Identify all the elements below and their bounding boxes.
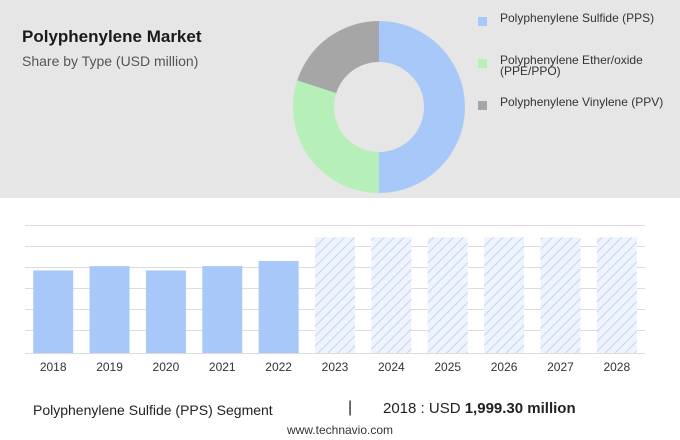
forecast-bar-2024 (371, 237, 412, 353)
x-tick-label: 2026 (491, 360, 518, 374)
forecast-bar-2023 (315, 237, 355, 353)
x-tick-label: 2022 (265, 360, 292, 374)
bar-chart: 2018 2019 2020 2021 2022 2023 2024 2025 2026 2027… (25, 225, 645, 374)
x-tick-label: 2019 (96, 360, 123, 374)
donut-legend: Polyphenylene Sulfide (PPS) Polyphenylene… (478, 11, 678, 139)
legend-label: Polyphenylene Ether/oxide (PPE/PPO) (500, 53, 643, 78)
chart-title: Polyphenylene Market (22, 27, 202, 46)
chart-subtitle: Share by Type (USD million) (22, 53, 199, 69)
forecast-bar-2027 (540, 237, 581, 353)
source-website: www.technavio.com (286, 423, 394, 437)
bar-2018 (33, 270, 74, 353)
x-tick-label: 2027 (547, 360, 574, 374)
footer-separator: | (348, 399, 353, 416)
legend-label: Polyphenylene Vinylene (PPV) (500, 95, 664, 109)
forecast-bar-2025 (427, 237, 468, 353)
segment-value-amount: 1,999.30 million (464, 400, 576, 417)
x-tick-label: 2021 (209, 360, 236, 374)
legend-item: Polyphenylene Ether/oxide (PPE/PPO) (478, 53, 678, 97)
donut-slice-2 (293, 80, 379, 193)
donut-chart (293, 21, 465, 193)
x-tick-label: 2020 (153, 360, 180, 374)
segment-year-label: 2018 : USD (383, 400, 461, 417)
donut-slice-1 (379, 21, 465, 193)
x-tick-label: 2024 (378, 360, 405, 374)
legend-swatch (478, 101, 487, 110)
bar-2022 (258, 260, 299, 353)
x-tick-label: 2023 (322, 360, 349, 374)
segment-value: 2018 : USD 1,999.30 million (383, 400, 576, 417)
forecast-bar-2026 (484, 237, 525, 353)
bar-2021 (202, 266, 243, 353)
forecast-bar-2028 (596, 237, 637, 353)
bar-2019 (89, 266, 130, 353)
legend-item: Polyphenylene Vinylene (PPV) (478, 95, 678, 139)
legend-swatch (478, 59, 487, 68)
legend-label: Polyphenylene Sulfide (PPS) (500, 11, 655, 25)
legend-swatch (478, 17, 487, 26)
legend-item: Polyphenylene Sulfide (PPS) (478, 11, 678, 55)
x-tick-label: 2028 (603, 360, 630, 374)
segment-label: Polyphenylene Sulfide (PPS) Segment (33, 402, 273, 418)
bar-2020 (145, 270, 186, 353)
x-tick-label: 2025 (434, 360, 461, 374)
x-tick-label: 2018 (40, 360, 67, 374)
donut-slice-3 (297, 21, 379, 94)
